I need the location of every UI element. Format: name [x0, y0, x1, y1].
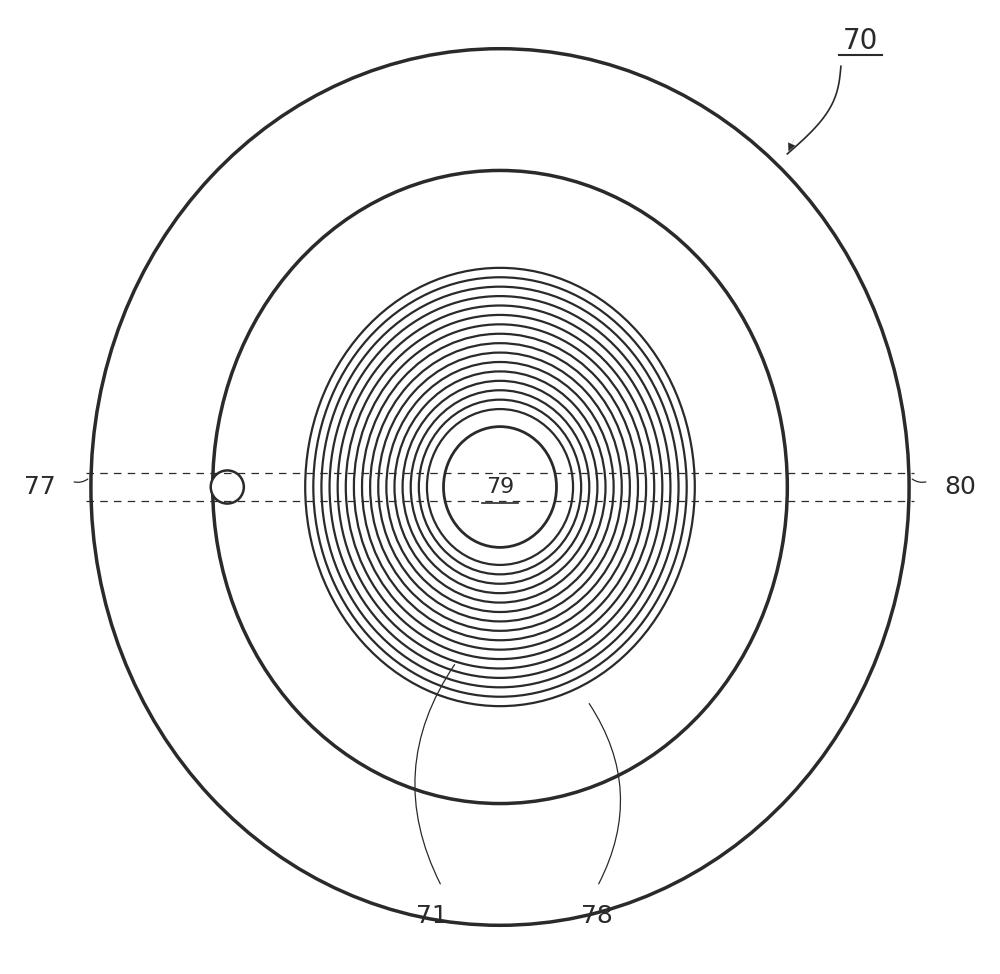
Text: 71: 71	[416, 904, 448, 927]
Ellipse shape	[444, 427, 556, 547]
Text: 78: 78	[581, 904, 613, 927]
Text: 80: 80	[944, 475, 976, 499]
Text: 77: 77	[24, 475, 56, 499]
Circle shape	[211, 470, 244, 504]
Text: 70: 70	[843, 27, 878, 55]
Text: 79: 79	[486, 477, 514, 497]
